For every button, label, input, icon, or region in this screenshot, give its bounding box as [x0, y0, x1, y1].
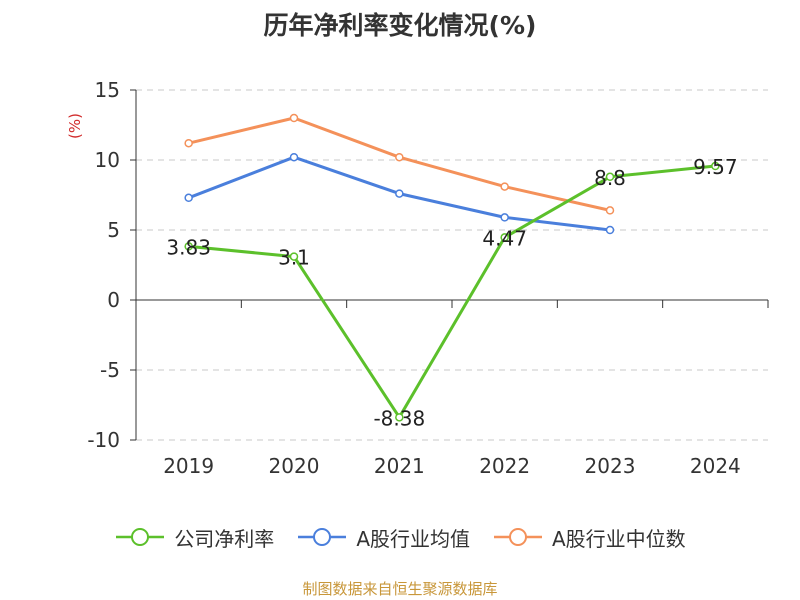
- data-label: 3.1: [278, 246, 310, 270]
- series-layer: [184, 113, 720, 422]
- legend-label: A股行业中位数: [552, 526, 686, 551]
- data-point: [500, 182, 509, 191]
- data-label: 9.57: [693, 155, 738, 179]
- data-label: 8.8: [594, 166, 626, 190]
- data-point: [289, 113, 299, 123]
- legend-item[interactable]: A股行业中位数: [492, 523, 686, 552]
- x-tick-label: 2022: [479, 454, 530, 478]
- y-tick-label: 15: [95, 78, 120, 102]
- legend-swatch-icon: [116, 528, 165, 546]
- data-point: [395, 189, 404, 198]
- x-tick-label: 2019: [163, 454, 214, 478]
- data-point: [289, 252, 299, 261]
- axis-layer: 15 10 5 0 -5 -10 (%) 2019 2020 2021 2022 2023 2024: [66, 78, 769, 478]
- data-label: 4.47: [482, 226, 527, 250]
- series-line: [188, 164, 716, 419]
- data-point: [395, 413, 404, 422]
- legend-swatch-icon: [298, 528, 347, 546]
- y-tick-label: 0: [107, 288, 120, 312]
- legend: 公司净利率 A股行业均值 A股行业中位数: [0, 520, 800, 554]
- data-point: [184, 193, 193, 203]
- legend-item[interactable]: 公司净利率: [114, 523, 274, 552]
- legend-label: 公司净利率: [174, 526, 275, 551]
- data-point: [289, 152, 299, 162]
- legend-item[interactable]: A股行业均值: [296, 523, 470, 552]
- x-tick-label: 2023: [585, 454, 636, 478]
- data-label: -8.38: [373, 406, 425, 430]
- data-point: [184, 138, 193, 148]
- chart-title: 历年净利率变化情况(%): [263, 11, 537, 40]
- legend-swatch-icon: [494, 528, 542, 546]
- y-axis-label: (%): [66, 113, 84, 139]
- grid-layer: [136, 89, 768, 441]
- x-tick-label: 2024: [690, 454, 741, 478]
- y-tick-label: -10: [87, 428, 120, 452]
- x-tick-label: 2020: [269, 454, 320, 478]
- legend-swatch-marker: [131, 528, 150, 546]
- legend-swatch-marker: [509, 528, 527, 546]
- data-point: [500, 233, 509, 242]
- data-point: [605, 206, 615, 215]
- data-point: [395, 152, 404, 162]
- data-point: [184, 242, 193, 251]
- legend-swatch-marker: [313, 528, 332, 546]
- legend-label: A股行业均值: [356, 526, 470, 551]
- data-point: [711, 161, 720, 171]
- data-point: [500, 213, 509, 222]
- data-label: 3.83: [166, 235, 211, 259]
- y-tick-label: 10: [95, 148, 120, 172]
- data-point: [605, 225, 615, 235]
- data-label-layer: 3.83 3.1 -8.38 4.47 8.8 9.57: [166, 155, 737, 430]
- data-point: [605, 172, 615, 182]
- y-tick-label: 5: [107, 218, 120, 242]
- source-note: 制图数据来自恒生聚源数据库: [302, 580, 498, 598]
- y-tick-label: -5: [100, 358, 120, 382]
- x-tick-label: 2021: [374, 454, 425, 478]
